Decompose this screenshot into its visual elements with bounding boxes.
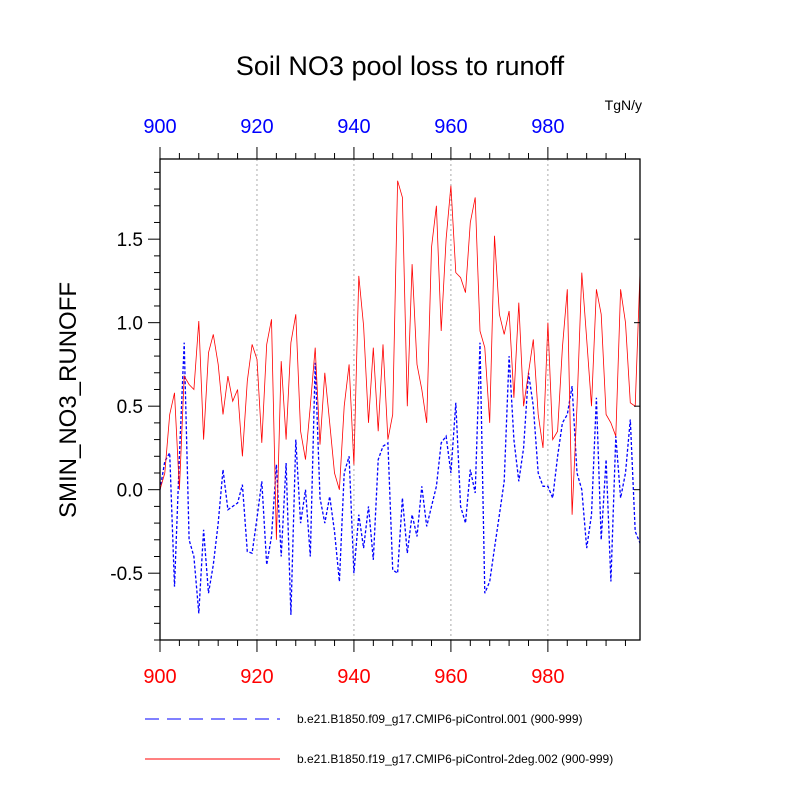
x-tick-label-bottom: 920 (240, 666, 273, 688)
legend-label-1: b.e21.B1850.f09_g17.CMIP6-piControl.001 … (297, 712, 583, 726)
x-tick-label-bottom: 940 (337, 666, 370, 688)
y-tick-label: 1.0 (117, 314, 143, 335)
x-tick-label-bottom: 960 (434, 666, 467, 688)
y-tick-label: 0.5 (117, 397, 143, 418)
units-label: TgN/y (605, 97, 642, 113)
y-tick-label: -0.5 (110, 564, 143, 585)
series-line-2 (159, 180, 641, 540)
y-tick-label: 1.5 (117, 230, 143, 251)
x-tick-label-top: 900 (143, 116, 176, 138)
y-tick-label: 0.0 (117, 481, 143, 502)
x-tick-label-top: 920 (240, 116, 273, 138)
legend: b.e21.B1850.f09_g17.CMIP6-piControl.001 … (145, 712, 613, 766)
chart-title: Soil NO3 pool loss to runoff (236, 51, 565, 81)
series-line-1 (159, 342, 641, 615)
x-tick-label-top: 980 (531, 116, 564, 138)
legend-label-2: b.e21.B1850.f19_g17.CMIP6-piControl-2deg… (297, 752, 613, 766)
plot-frame (159, 158, 641, 641)
x-tick-label-top: 960 (434, 116, 467, 138)
series-lines (159, 180, 641, 615)
x-tick-label-bottom: 900 (143, 666, 176, 688)
x-tick-label-top: 940 (337, 116, 370, 138)
x-tick-label-bottom: 980 (531, 666, 564, 688)
y-axis-label: SMIN_NO3_RUNOFF (55, 282, 82, 518)
axes: -0.5 0.0 0.5 1.0 1.5 900 900 920 920 940 940 960 960… (110, 116, 641, 688)
grid-lines (256, 159, 549, 640)
